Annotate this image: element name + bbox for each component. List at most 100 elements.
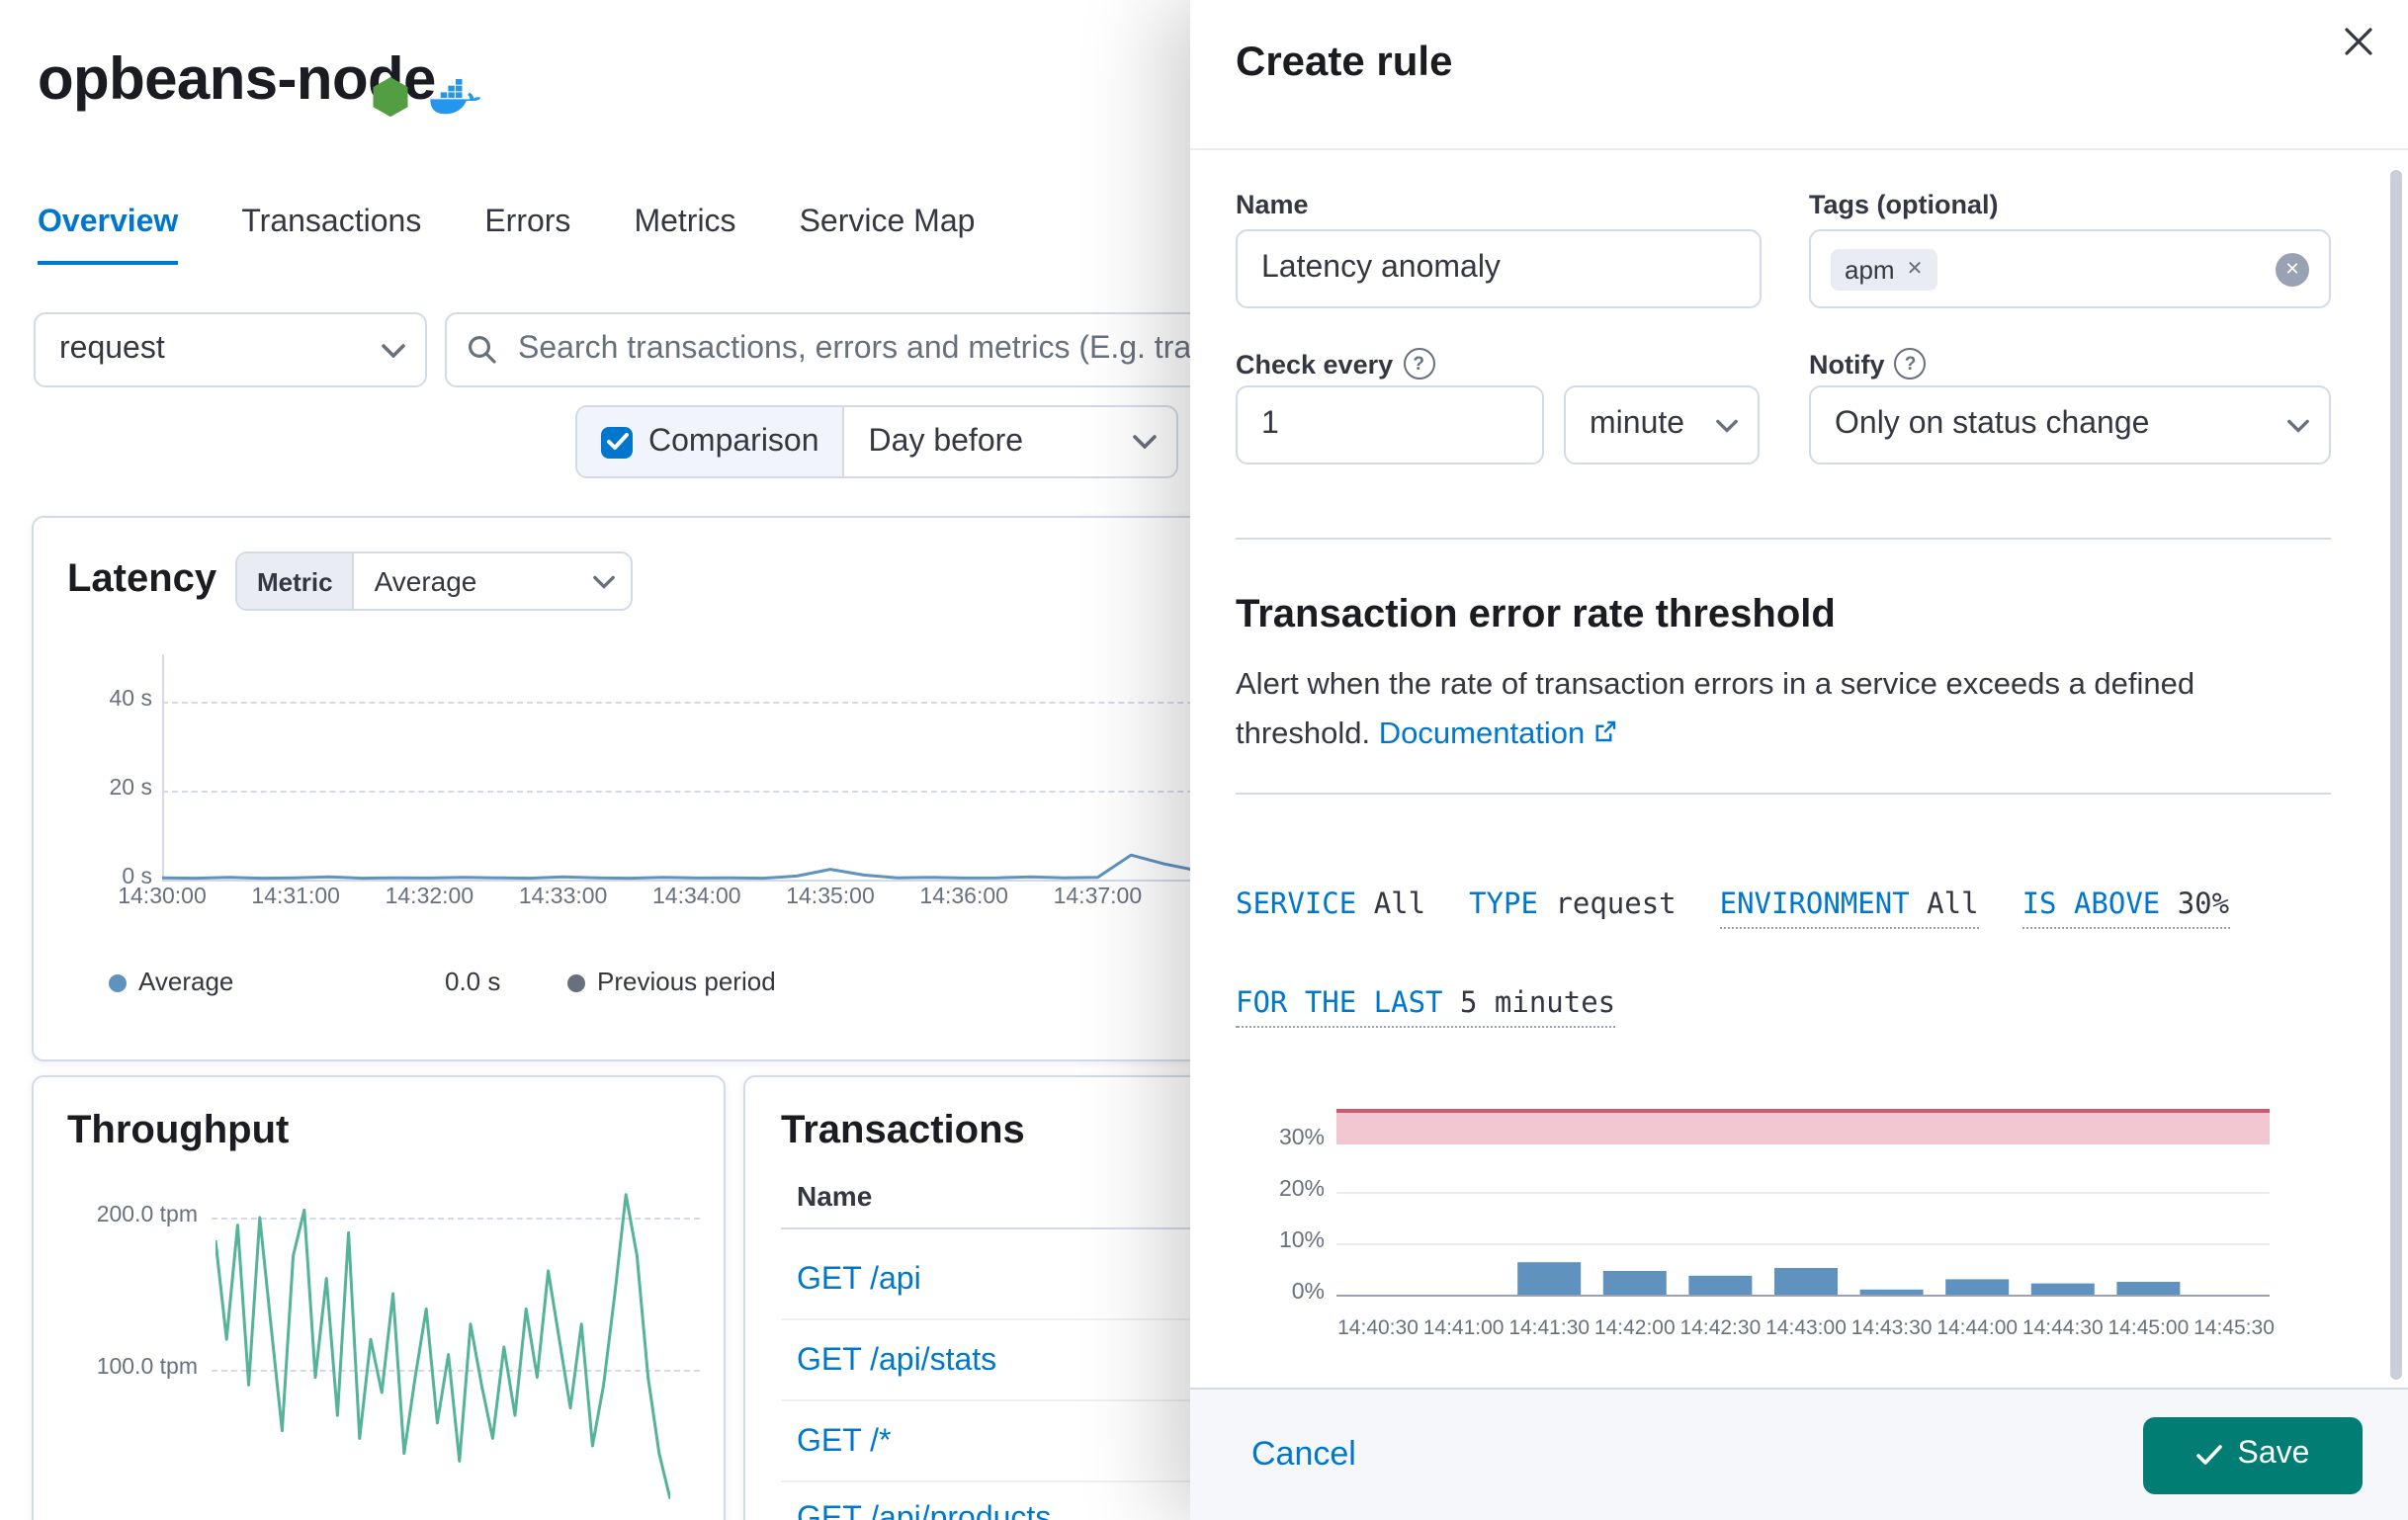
legend-label-average[interactable]: Average <box>138 967 234 996</box>
transaction-link[interactable]: GET /api/products <box>797 1502 1052 1520</box>
create-rule-flyout: Create rule Name Tags (optional) apm ✕ ✕… <box>1190 0 2408 1520</box>
rule-name-input[interactable] <box>1236 229 1762 308</box>
throughput-panel-title: Throughput <box>67 1109 290 1152</box>
name-label: Name <box>1236 190 1309 219</box>
remove-tag-icon[interactable]: ✕ <box>1906 258 1924 280</box>
tab-overview[interactable]: Overview <box>38 206 179 265</box>
clear-tags-icon[interactable]: ✕ <box>2276 252 2309 286</box>
preview-gridline <box>1336 1243 2270 1245</box>
preview-baseline <box>1336 1295 2270 1297</box>
latency-x-tick: 14:36:00 <box>919 886 1008 909</box>
legend-label-previous-period[interactable]: Previous period <box>597 967 776 996</box>
transaction-link[interactable]: GET /api/stats <box>797 1344 997 1378</box>
tab-metrics[interactable]: Metrics <box>634 206 736 239</box>
notify-label: Notify ? <box>1809 348 1927 380</box>
legend-dot-average <box>109 974 127 992</box>
chevron-down-icon <box>593 574 616 588</box>
preview-x-tick: 14:44:30 <box>2021 1316 2104 1340</box>
transaction-link[interactable]: GET /* <box>797 1425 892 1459</box>
preview-x-tick: 14:42:00 <box>1593 1316 1676 1340</box>
check-every-unit-select[interactable]: minute <box>1564 385 1760 464</box>
expression-value: request <box>1555 889 1677 921</box>
throughput-gridline <box>212 1218 700 1220</box>
tag-pill: apm ✕ <box>1831 248 1937 290</box>
section-divider <box>1236 793 2331 795</box>
notify-value: Only on status change <box>1835 407 2150 441</box>
flyout-scrollbar[interactable] <box>2390 170 2402 1380</box>
latency-x-tick: 14:31:00 <box>251 886 340 909</box>
transaction-link[interactable]: GET /api <box>797 1263 921 1297</box>
transactions-panel-title: Transactions <box>781 1109 1025 1152</box>
check-every-label: Check every ? <box>1236 348 1435 380</box>
check-every-label-text: Check every <box>1236 349 1394 379</box>
threshold-band <box>1336 1109 2270 1144</box>
legend-value-average: 0.0 s <box>445 967 501 996</box>
preview-y-tick: 0% <box>1291 1281 1325 1305</box>
table-header-divider <box>781 1227 1374 1229</box>
preview-y-tick: 20% <box>1278 1178 1325 1202</box>
preview-x-tick: 14:41:30 <box>1508 1316 1591 1340</box>
save-button[interactable]: Save <box>2143 1416 2363 1493</box>
tab-transactions[interactable]: Transactions <box>241 206 422 239</box>
latency-y-tick: 40 s <box>109 688 153 712</box>
tags-label: Tags (optional) <box>1809 190 1999 219</box>
rule-type-description-text: Alert when the rate of transaction error… <box>1236 668 2195 751</box>
transactions-column-name: Name <box>797 1180 873 1212</box>
documentation-link[interactable]: Documentation <box>1379 718 1617 751</box>
check-every-input[interactable] <box>1236 385 1544 464</box>
rule-expressions: SERVICE All TYPE request ENVIRONMENT All IS… <box>1236 889 2230 929</box>
docker-icon <box>429 79 482 130</box>
expression-value: 30% <box>2177 889 2230 921</box>
latency-y-tick: 0 s <box>122 866 152 889</box>
comparison-label: Comparison <box>648 424 819 458</box>
preview-x-tick: 14:40:30 <box>1337 1316 1419 1340</box>
chevron-down-icon <box>1133 435 1158 449</box>
tag-label: apm <box>1845 254 1895 284</box>
latency-y-axis-line <box>162 654 164 880</box>
form-divider <box>1236 538 2331 540</box>
transaction-type-select[interactable]: request <box>34 312 427 387</box>
search-icon <box>469 336 496 364</box>
latency-x-tick: 14:32:00 <box>385 886 474 909</box>
flyout-title: Create rule <box>1236 40 1453 85</box>
expression-value: 5 minutes <box>1460 988 1616 1020</box>
comparison-period-select[interactable]: Day before <box>844 407 1177 476</box>
comparison-checkbox[interactable] <box>601 426 633 458</box>
comparison-toggle[interactable]: Comparison <box>577 407 845 476</box>
cancel-button[interactable]: Cancel <box>1251 1435 1356 1473</box>
latency-gridline <box>162 791 1627 793</box>
check-every-unit-value: minute <box>1590 407 1685 441</box>
expression-value: All <box>1373 889 1426 921</box>
save-button-label: Save <box>2237 1437 2310 1471</box>
tab-errors[interactable]: Errors <box>484 206 571 239</box>
comparison-period-value: Day before <box>868 424 1024 458</box>
preview-x-tick: 14:43:30 <box>1850 1316 1933 1340</box>
latency-x-tick: 14:37:00 <box>1053 886 1143 909</box>
throughput-gridline <box>212 1370 700 1372</box>
latency-metric-select[interactable]: Average <box>354 553 632 609</box>
latency-x-tick: 14:35:00 <box>786 886 875 909</box>
preview-y-tick: 30% <box>1278 1127 1325 1150</box>
help-icon[interactable]: ? <box>1403 348 1435 380</box>
tab-service-map[interactable]: Service Map <box>799 206 976 239</box>
duration-expression-row: FOR THE LAST 5 minutes <box>1236 988 1616 1028</box>
expression-is-above[interactable]: IS ABOVE 30% <box>2021 889 2230 929</box>
rule-type-title: Transaction error rate threshold <box>1236 593 1836 636</box>
chevron-down-icon <box>1716 418 1738 432</box>
expression-for-the-last[interactable]: FOR THE LAST 5 minutes <box>1236 988 1616 1028</box>
latency-gridline <box>162 702 1627 704</box>
latency-x-tick: 14:34:00 <box>652 886 741 909</box>
preview-x-tick: 14:42:30 <box>1679 1316 1762 1340</box>
notify-select[interactable]: Only on status change <box>1809 385 2331 464</box>
preview-x-tick: 14:45:30 <box>2193 1316 2275 1340</box>
expression-keyword: TYPE <box>1469 889 1538 921</box>
expression-keyword: ENVIRONMENT <box>1719 889 1910 921</box>
tags-combobox[interactable]: apm ✕ ✕ <box>1809 229 2331 308</box>
throughput-y-tick: 200.0 tpm <box>96 1204 198 1227</box>
expression-environment[interactable]: ENVIRONMENT All <box>1719 889 1979 929</box>
help-icon[interactable]: ? <box>1894 348 1927 380</box>
close-icon[interactable] <box>2333 16 2384 67</box>
preview-x-tick: 14:45:00 <box>2107 1316 2190 1340</box>
page-title: opbeans-node <box>38 47 436 113</box>
